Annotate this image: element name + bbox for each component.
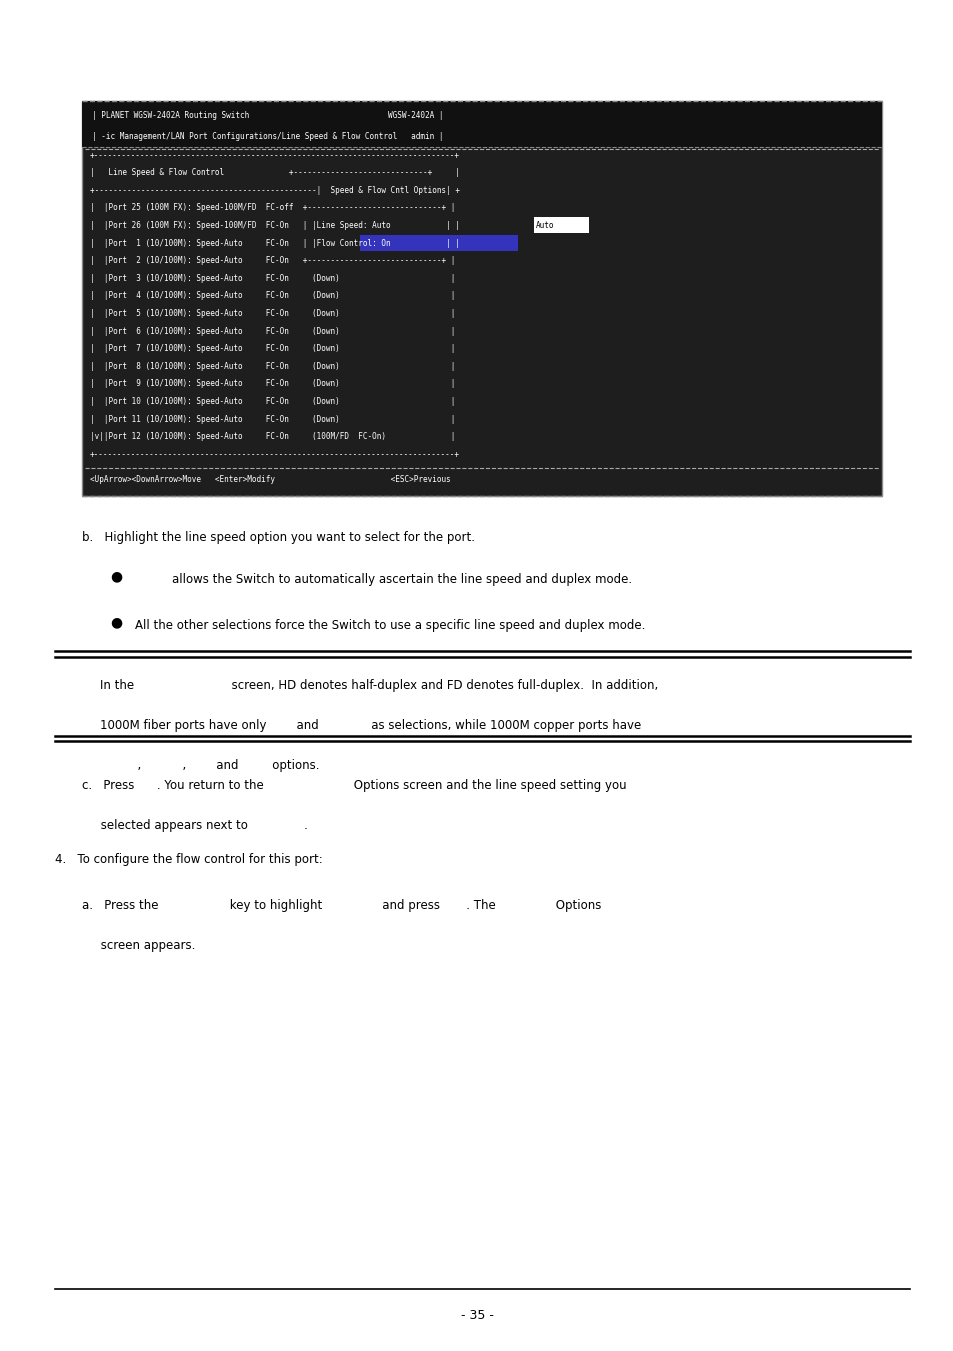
Text: Auto: Auto: [536, 222, 554, 230]
Text: allows the Switch to automatically ascertain the line speed and duplex mode.: allows the Switch to automatically ascer…: [172, 573, 632, 586]
Text: |  |Port  1 (10/100M): Speed-Auto     FC-On   | |Flow Control: On            | |: | |Port 1 (10/100M): Speed-Auto FC-On | …: [90, 239, 459, 247]
Text: |  |Port  6 (10/100M): Speed-Auto     FC-On     (Down)                        |: | |Port 6 (10/100M): Speed-Auto FC-On (D…: [90, 327, 455, 335]
Text: |  |Port 11 (10/100M): Speed-Auto     FC-On     (Down)                        |: | |Port 11 (10/100M): Speed-Auto FC-On (…: [90, 415, 455, 423]
Text: |  |Port 26 (100M FX): Speed-100M/FD  FC-On   | |Line Speed: Auto            | |: | |Port 26 (100M FX): Speed-100M/FD FC-O…: [90, 222, 459, 230]
Text: ●: ●: [110, 615, 122, 630]
Text: |  |Port  9 (10/100M): Speed-Auto     FC-On     (Down)                        |: | |Port 9 (10/100M): Speed-Auto FC-On (D…: [90, 380, 455, 388]
Text: |   Line Speed & Flow Control              +-----------------------------+     |: | Line Speed & Flow Control +-----------…: [90, 168, 459, 177]
Text: | -ic Management/LAN Port Configurations/Line Speed & Flow Control   admin |: | -ic Management/LAN Port Configurations…: [91, 131, 443, 141]
Bar: [82, 101, 882, 496]
Text: | PLANET WGSW-2402A Routing Switch                              WGSW-2402A |: | PLANET WGSW-2402A Routing Switch WGSW-…: [91, 111, 443, 119]
Bar: [82, 101, 882, 147]
Text: +------------------------------------------------------------------------------+: +---------------------------------------…: [90, 450, 459, 459]
Text: |  |Port  3 (10/100M): Speed-Auto     FC-On     (Down)                        |: | |Port 3 (10/100M): Speed-Auto FC-On (D…: [90, 274, 455, 282]
Text: 4.   To configure the flow control for this port:: 4. To configure the flow control for thi…: [55, 852, 322, 866]
Text: c.   Press      . You return to the                        Options screen and th: c. Press . You return to the Options scr…: [82, 780, 626, 792]
Text: 1000M fiber ports have only        and              as selections, while 1000M c: 1000M fiber ports have only and as selec…: [100, 719, 640, 732]
Text: All the other selections force the Switch to use a specific line speed and duple: All the other selections force the Switc…: [135, 619, 644, 632]
Text: |  |Port  5 (10/100M): Speed-Auto     FC-On     (Down)                        |: | |Port 5 (10/100M): Speed-Auto FC-On (D…: [90, 309, 455, 317]
Text: b.   Highlight the line speed option you want to select for the port.: b. Highlight the line speed option you w…: [82, 531, 475, 544]
Text: |  |Port  2 (10/100M): Speed-Auto     FC-On   +-----------------------------+ |: | |Port 2 (10/100M): Speed-Auto FC-On +-…: [90, 257, 455, 265]
Text: - 35 -: - 35 -: [460, 1309, 493, 1323]
Text: |  |Port 10 (10/100M): Speed-Auto     FC-On     (Down)                        |: | |Port 10 (10/100M): Speed-Auto FC-On (…: [90, 397, 455, 405]
Text: screen appears.: screen appears.: [82, 939, 195, 952]
Text: ●: ●: [110, 569, 122, 584]
Text: |  |Port  4 (10/100M): Speed-Auto     FC-On     (Down)                        |: | |Port 4 (10/100M): Speed-Auto FC-On (D…: [90, 292, 455, 300]
Text: |v||Port 12 (10/100M): Speed-Auto     FC-On     (100M/FD  FC-On)              |: |v||Port 12 (10/100M): Speed-Auto FC-On …: [90, 432, 455, 440]
Bar: [359, 235, 517, 250]
Text: In the                          screen, HD denotes half-duplex and FD denotes fu: In the screen, HD denotes half-duplex an…: [100, 680, 658, 692]
Bar: [534, 218, 588, 232]
Text: |  |Port 25 (100M FX): Speed-100M/FD  FC-off  +-----------------------------+ |: | |Port 25 (100M FX): Speed-100M/FD FC-o…: [90, 203, 455, 212]
Text: selected appears next to               .: selected appears next to .: [82, 819, 308, 832]
Text: +------------------------------------------------|  Speed & Flow Cntl Options| +: +---------------------------------------…: [90, 185, 459, 195]
Text: a.   Press the                   key to highlight                and press      : a. Press the key to highlight and press: [82, 898, 600, 912]
Text: <UpArrow><DownArrow>Move   <Enter>Modify                         <ESC>Previous: <UpArrow><DownArrow>Move <Enter>Modify <…: [90, 476, 450, 485]
Text: +------------------------------------------------------------------------------+: +---------------------------------------…: [90, 150, 459, 159]
Text: ,           ,        and         options.: , , and options.: [100, 759, 319, 771]
Text: |  |Port  8 (10/100M): Speed-Auto     FC-On     (Down)                        |: | |Port 8 (10/100M): Speed-Auto FC-On (D…: [90, 362, 455, 370]
Text: |  |Port  7 (10/100M): Speed-Auto     FC-On     (Down)                        |: | |Port 7 (10/100M): Speed-Auto FC-On (D…: [90, 345, 455, 353]
